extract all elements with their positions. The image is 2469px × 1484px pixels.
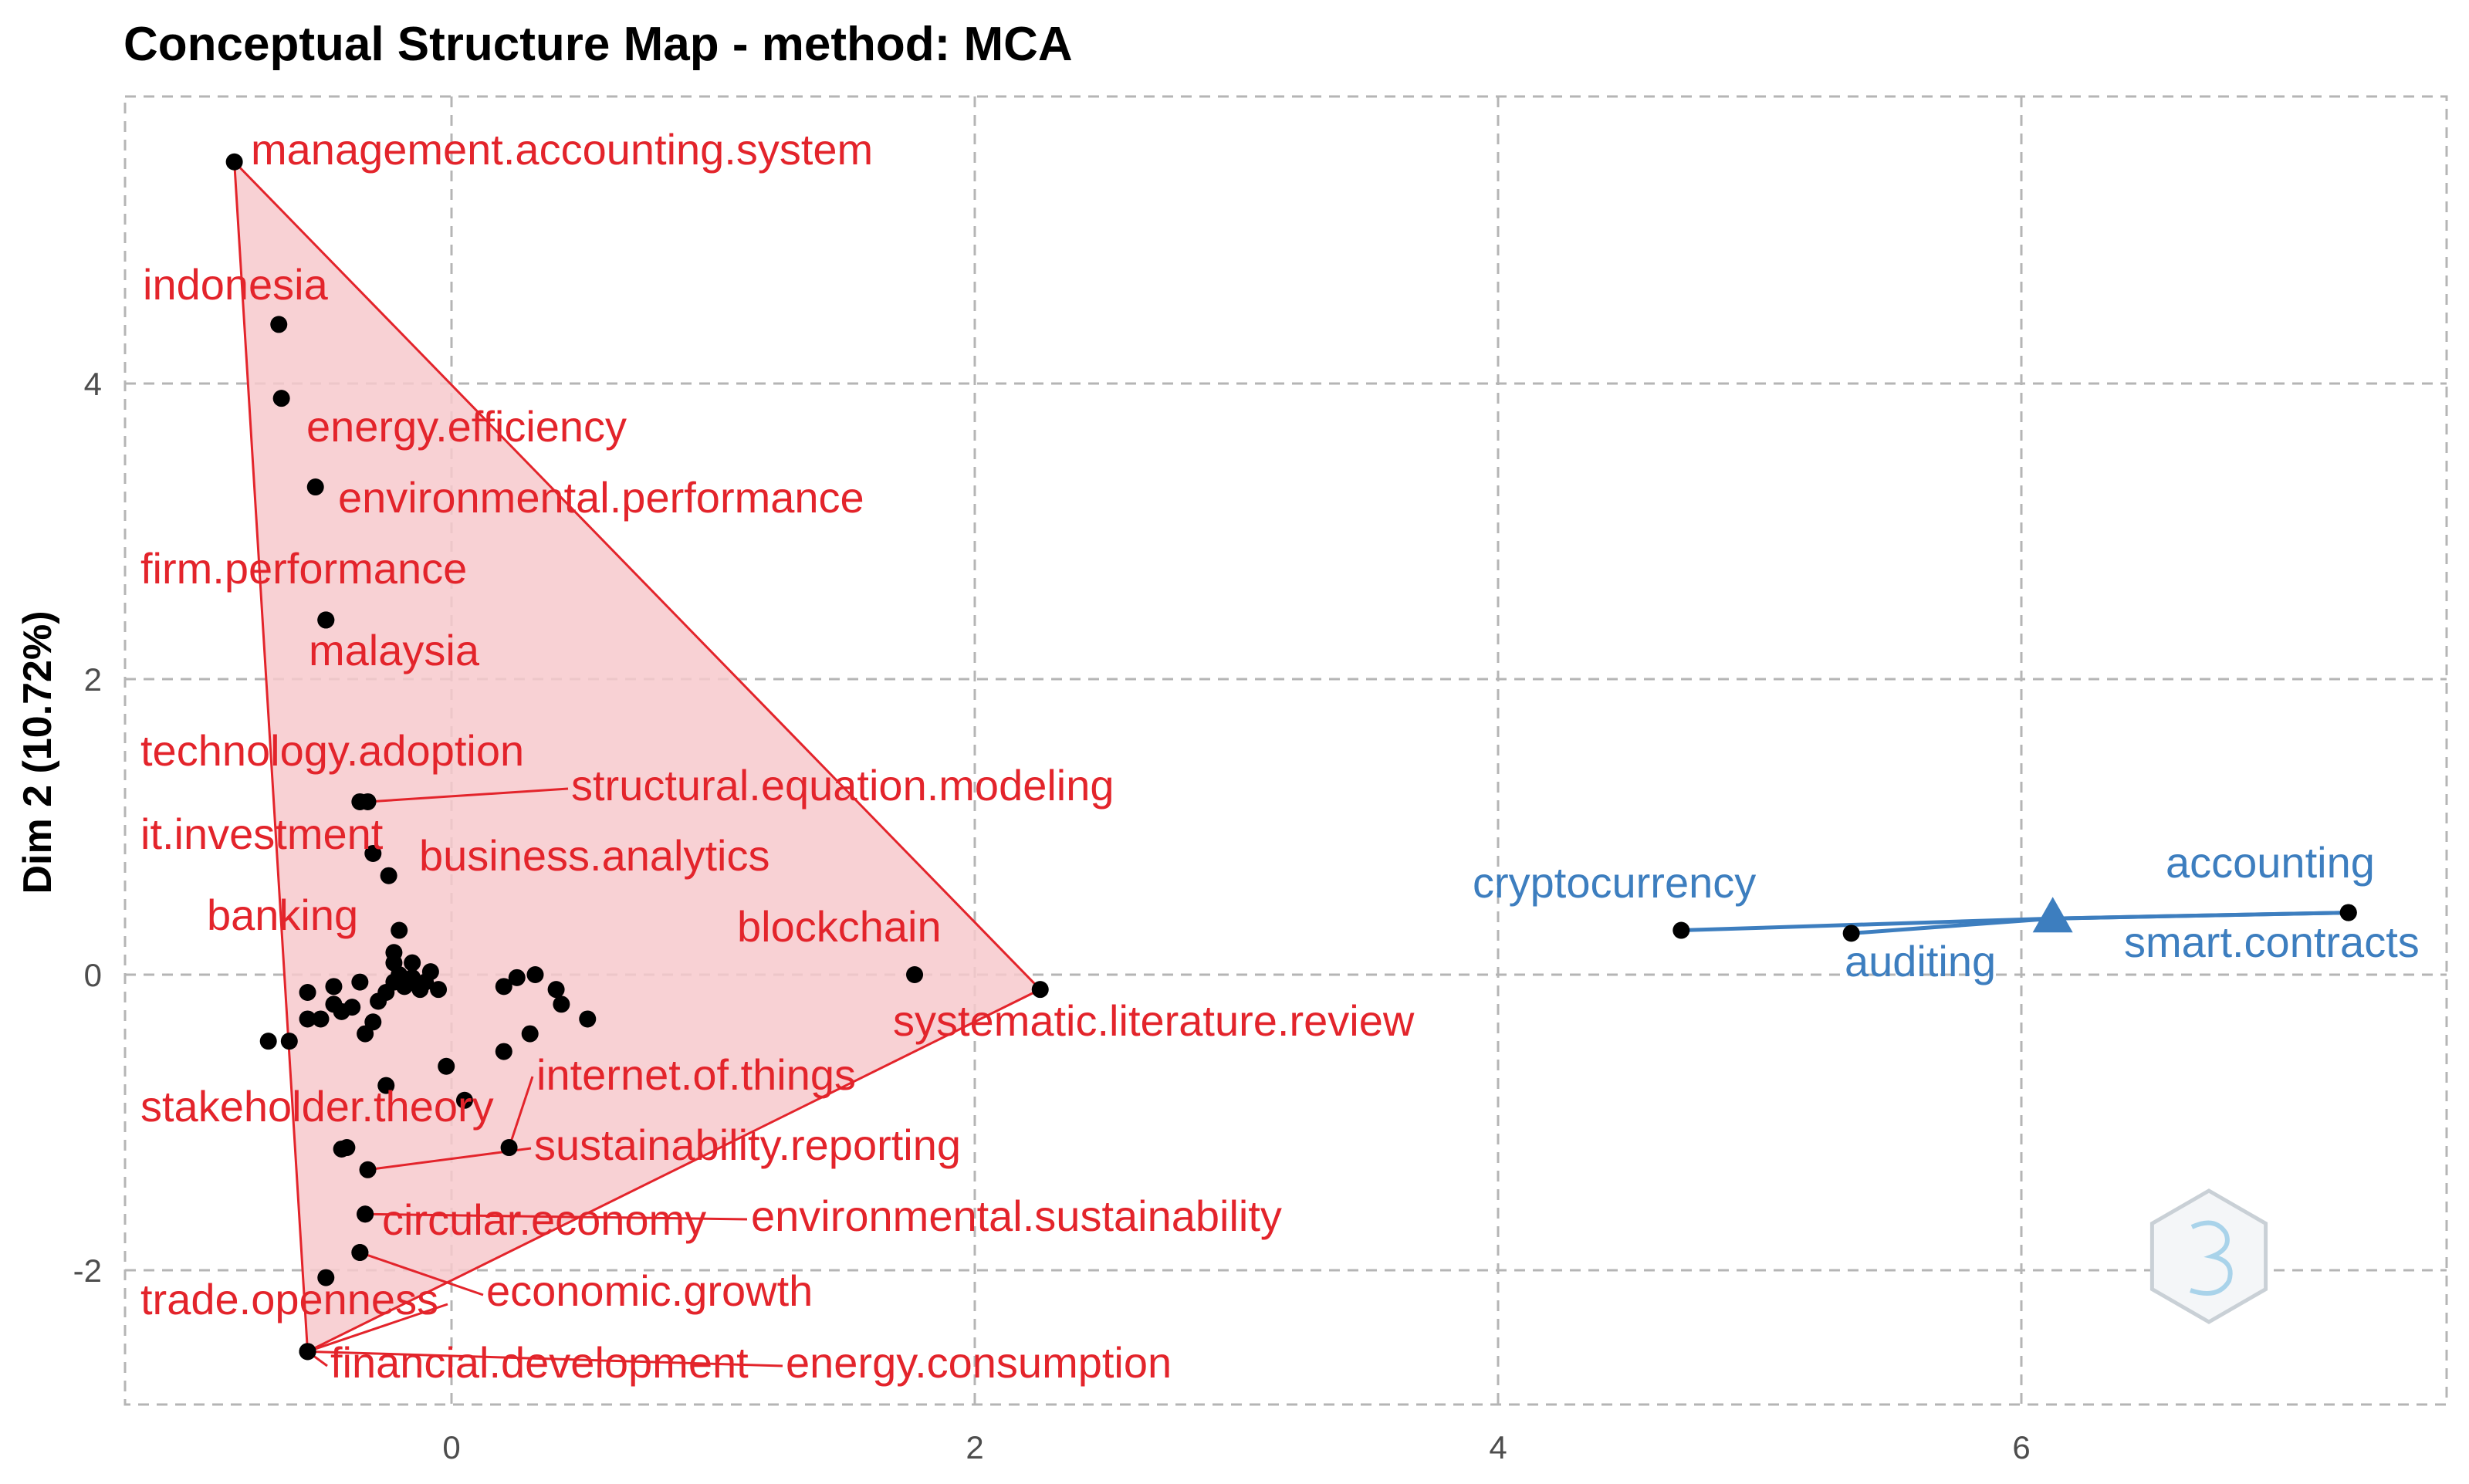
- label-firm-performance: firm.performance: [140, 544, 467, 593]
- label-indonesia: indonesia: [143, 260, 329, 309]
- x-tick-label-3: 6: [2012, 1429, 2030, 1465]
- cluster-1-labeled-point-3: [306, 478, 324, 496]
- cluster-hulls: [232, 158, 1043, 1354]
- cluster-1-labeled-point-13: [500, 1139, 518, 1157]
- cluster-1-point-3: [377, 1077, 395, 1094]
- label-auditing: auditing: [1845, 937, 1996, 985]
- label-it-investment: it.investment: [140, 810, 384, 858]
- cluster-1-point-11: [526, 966, 544, 983]
- label-smart-contracts: smart.contracts: [2124, 918, 2420, 966]
- cluster-2-point-3: [2339, 904, 2357, 921]
- label-circular-economy: circular.economy: [382, 1195, 706, 1244]
- connector-19: [307, 1303, 448, 1353]
- cluster-1-point-14: [259, 1033, 277, 1050]
- y-tick-label-2: 2: [84, 661, 102, 698]
- cluster-2-centroid: [2032, 897, 2073, 933]
- label-systematic-literature-review: systematic.literature.review: [893, 996, 1415, 1045]
- label-economic-growth: economic.growth: [486, 1266, 813, 1315]
- cluster-1-labeled-point-1: [270, 316, 288, 333]
- cluster-1-point-13: [495, 978, 512, 996]
- cluster-1-point-0: [317, 1269, 335, 1286]
- label-energy-consumption: energy.consumption: [786, 1338, 1172, 1387]
- connector-21: [307, 1350, 783, 1367]
- cluster-2-point-1: [1842, 925, 1860, 942]
- cluster-1-labeled-point-18: [351, 1244, 369, 1262]
- cluster-1-hull: [232, 158, 1043, 1354]
- cluster-1-point-6: [495, 1043, 512, 1060]
- cluster-1-point-34: [325, 978, 343, 996]
- cluster-1-labeled-point-21: [299, 1343, 316, 1361]
- label-malaysia: malaysia: [309, 626, 480, 674]
- label-environmental-sustainability: environmental.sustainability: [751, 1192, 1282, 1240]
- cluster-2-link-1: [1851, 916, 2053, 935]
- point-labels: management.accounting.system indonesia ene…: [140, 125, 2420, 1387]
- cluster-1-point-20: [343, 999, 361, 1016]
- cluster-1-point-10: [547, 981, 565, 999]
- label-accounting: accounting: [2166, 838, 2375, 887]
- cluster-1-labeled-point-8: [364, 844, 382, 862]
- cluster-1-point-9: [579, 1010, 597, 1028]
- x-tick-label-0: 0: [442, 1429, 460, 1465]
- cluster-1-point-33: [299, 983, 316, 1001]
- cluster-1-labeled-point-7: [359, 793, 377, 810]
- label-financial-development: financial.development: [330, 1338, 749, 1387]
- label-cryptocurrency: cryptocurrency: [1473, 858, 1756, 907]
- cluster-1-point-35: [351, 973, 369, 991]
- label-internet-of-things: internet.of.things: [536, 1050, 856, 1099]
- cluster-1-point-5: [455, 1091, 473, 1109]
- y-tick-label-0: -2: [73, 1252, 102, 1289]
- cluster-2-link-0: [1681, 916, 2053, 933]
- label-energy-efficiency: energy.efficiency: [306, 402, 627, 451]
- connector-18: [359, 1251, 484, 1296]
- label-trade-openness: trade.openness: [140, 1275, 438, 1323]
- label-technology-adoption: technology.adoption: [140, 726, 524, 775]
- cluster-2-point-0: [1672, 921, 1690, 939]
- bibliometrix-logo: [2149, 1188, 2268, 1324]
- label-blockchain: blockchain: [737, 902, 942, 951]
- cluster-1-labeled-point-9: [380, 867, 397, 884]
- cluster-1-labeled-point-12: [1031, 981, 1049, 999]
- y-axis-title: Dim 2 (10.72%): [15, 610, 60, 894]
- connector-17: [365, 1212, 748, 1221]
- cluster-1-point-32: [430, 981, 448, 999]
- cluster-1-labeled-point-11: [906, 966, 924, 983]
- label-structural-equation-modeling: structural.equation.modeling: [571, 761, 1114, 810]
- label-business-analytics: business.analytics: [419, 831, 769, 880]
- x-tick-label-1: 2: [966, 1429, 983, 1465]
- chart-title: Conceptual Structure Map - method: MCA: [123, 18, 1073, 71]
- cluster-1-labeled-point-10: [385, 954, 403, 972]
- cluster-1-point-37: [391, 921, 408, 939]
- cluster-1-labeled-point-15: [359, 1161, 377, 1178]
- logo-glyph: [2190, 1220, 2233, 1296]
- cluster-1-point-4: [438, 1057, 455, 1075]
- y-tick-label-3: 4: [84, 366, 102, 402]
- label-management-accounting-system: management.accounting.system: [251, 125, 873, 174]
- cluster-1-point-31: [421, 963, 439, 981]
- connector-13: [508, 1076, 534, 1148]
- cluster-1-point-15: [280, 1033, 298, 1050]
- cluster-2-link-3: [2052, 911, 2349, 921]
- label-environmental-performance: environmental.performance: [338, 473, 864, 522]
- cluster-1-point-17: [312, 1010, 330, 1028]
- cluster-1-point-16: [299, 1010, 316, 1028]
- cluster-1-labeled-point-5: [317, 611, 335, 629]
- label-sustainability-reporting: sustainability.reporting: [534, 1121, 961, 1169]
- connector-7: [367, 787, 569, 803]
- cluster-1-point-8: [553, 996, 570, 1013]
- cluster-1-labeled-point-17: [357, 1205, 374, 1223]
- label-stakeholder-theory: stakeholder.theory: [140, 1082, 494, 1131]
- cluster-1-labeled-point-2: [272, 390, 290, 407]
- axis-ticks: 0 2 4 6 -2 0 2 4: [73, 366, 2031, 1465]
- cluster-1-labeled-point-0: [225, 153, 243, 171]
- cluster-1-point-38: [404, 954, 421, 972]
- x-tick-label-2: 4: [1489, 1429, 1507, 1465]
- y-tick-label-1: 0: [84, 957, 102, 993]
- cluster-1-point-22: [364, 1013, 382, 1031]
- cluster-1-point-12: [508, 968, 526, 986]
- label-banking: banking: [207, 891, 358, 939]
- data-points: [225, 153, 2357, 1361]
- cluster-1-labeled-point-14: [338, 1139, 356, 1157]
- cluster-1-point-7: [521, 1025, 539, 1043]
